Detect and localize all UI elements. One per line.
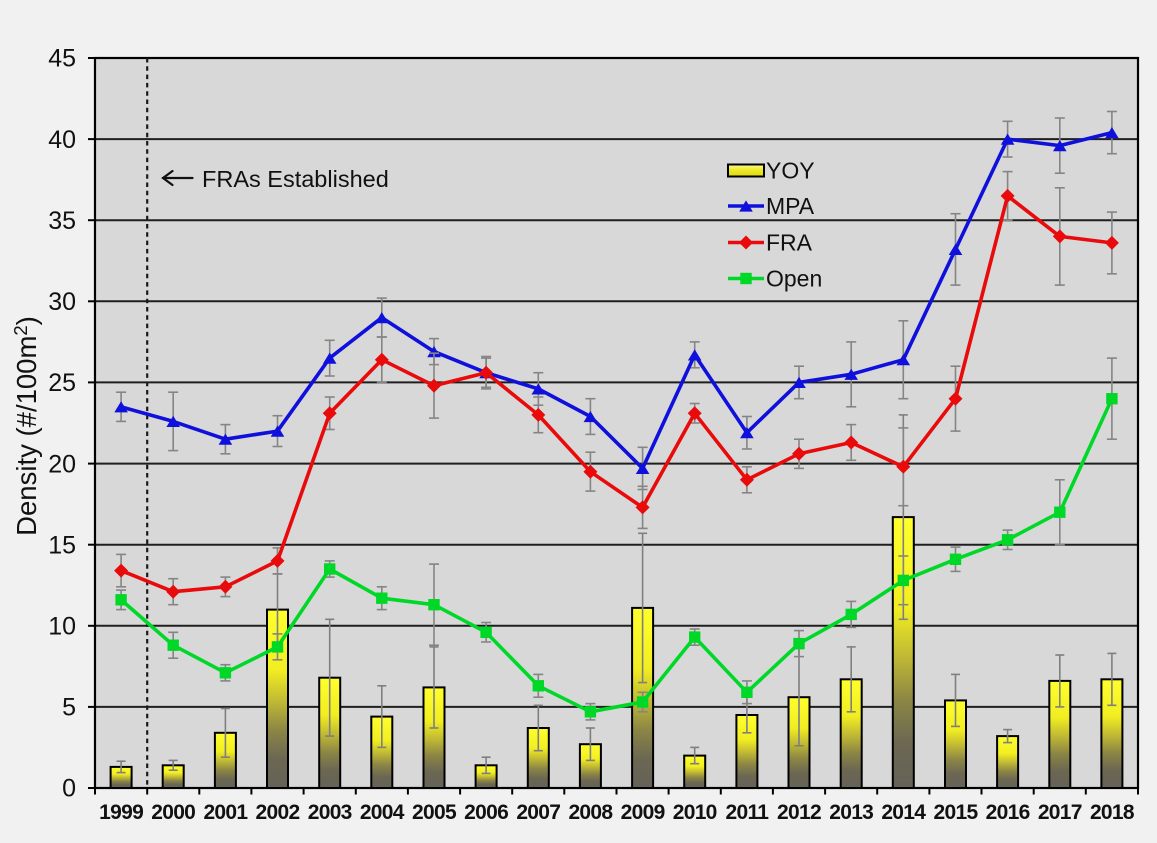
svg-text:25: 25 <box>48 369 76 397</box>
svg-text:2011: 2011 <box>726 801 770 824</box>
svg-text:2006: 2006 <box>464 801 508 824</box>
svg-text:1999: 1999 <box>99 801 143 824</box>
svg-text:2000: 2000 <box>151 801 195 824</box>
svg-text:15: 15 <box>48 531 76 559</box>
svg-text:FRAs Established: FRAs Established <box>202 166 389 192</box>
svg-text:2012: 2012 <box>777 801 821 824</box>
svg-text:2016: 2016 <box>986 801 1030 824</box>
svg-text:30: 30 <box>48 288 76 316</box>
svg-text:FRA: FRA <box>766 230 813 256</box>
svg-text:2013: 2013 <box>829 801 873 824</box>
svg-text:2007: 2007 <box>516 801 560 824</box>
svg-text:20: 20 <box>48 450 76 478</box>
svg-text:2003: 2003 <box>308 801 352 824</box>
svg-text:2005: 2005 <box>412 801 457 824</box>
svg-text:45: 45 <box>48 45 76 73</box>
svg-text:2014: 2014 <box>881 801 926 824</box>
svg-text:MPA: MPA <box>766 193 815 219</box>
svg-text:2018: 2018 <box>1090 801 1135 824</box>
svg-text:2009: 2009 <box>621 801 665 824</box>
svg-text:2008: 2008 <box>568 801 613 824</box>
svg-text:2010: 2010 <box>673 801 717 824</box>
svg-text:2015: 2015 <box>934 801 979 824</box>
svg-text:40: 40 <box>48 126 76 154</box>
svg-text:5: 5 <box>62 694 76 722</box>
svg-text:35: 35 <box>48 207 76 235</box>
svg-text:10: 10 <box>48 613 76 641</box>
svg-text:2001: 2001 <box>203 801 248 824</box>
svg-text:2017: 2017 <box>1038 801 1082 824</box>
svg-text:2002: 2002 <box>256 801 300 824</box>
svg-text:2004: 2004 <box>360 801 405 824</box>
svg-text:Density (#/100m2): Density (#/100m2) <box>10 316 42 536</box>
svg-text:0: 0 <box>62 775 76 803</box>
svg-text:YOY: YOY <box>766 158 815 184</box>
svg-text:Open: Open <box>766 266 822 292</box>
